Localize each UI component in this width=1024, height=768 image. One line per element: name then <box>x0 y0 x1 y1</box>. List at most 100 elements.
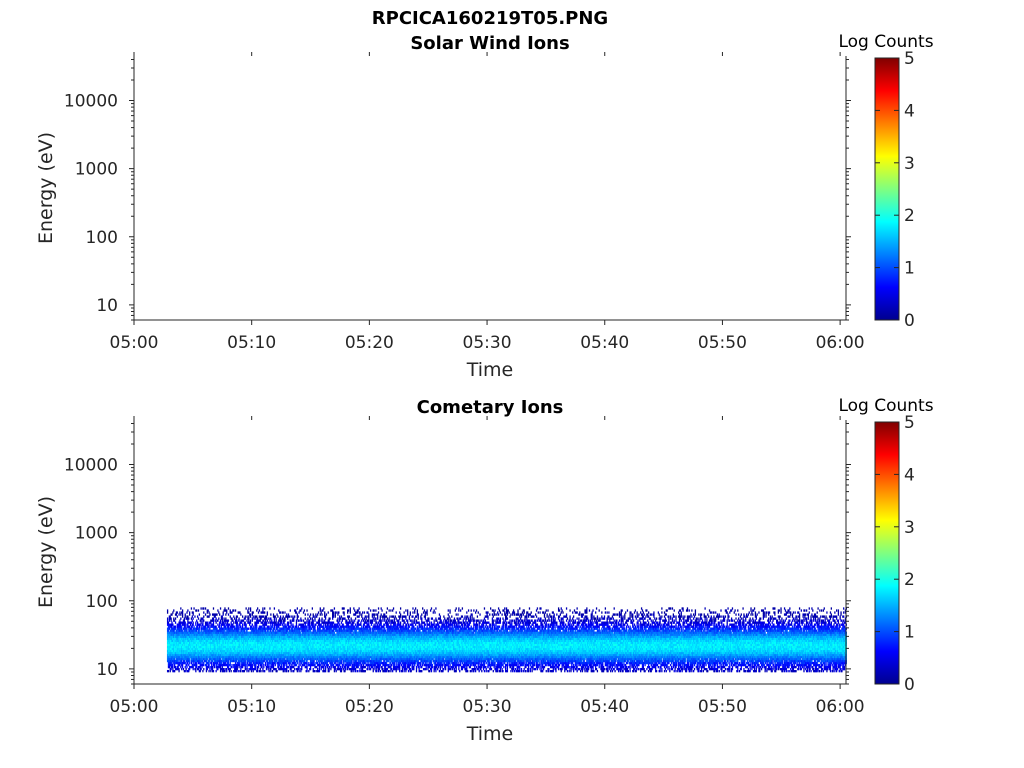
heatmap-cell <box>198 609 199 611</box>
heatmap-cell <box>262 607 263 609</box>
heatmap-cell <box>343 607 344 609</box>
heatmap-cell <box>350 664 351 666</box>
heatmap-cell <box>203 607 204 609</box>
heatmap-cell <box>282 617 283 619</box>
heatmap-cell <box>253 615 254 617</box>
heatmap-cell <box>177 615 178 617</box>
heatmap-cell <box>313 660 314 662</box>
heatmap-cell <box>185 668 186 670</box>
heatmap-cell <box>259 609 260 611</box>
heatmap-cell <box>291 664 292 666</box>
heatmap-cell <box>298 670 299 672</box>
heatmap-cell <box>175 617 176 619</box>
heatmap-cell <box>245 666 246 668</box>
heatmap-cell <box>300 632 301 634</box>
heatmap-cell <box>188 664 189 666</box>
heatmap-cell <box>320 613 321 615</box>
y-tick-label: 100 <box>86 228 118 248</box>
heatmap-cell <box>246 666 247 668</box>
heatmap-cell <box>285 624 286 626</box>
heatmap-cell <box>242 666 243 668</box>
heatmap-cell <box>182 630 183 632</box>
heatmap-cell <box>228 626 229 628</box>
heatmap-cell <box>343 662 344 664</box>
heatmap-cell <box>212 666 213 668</box>
heatmap-cell <box>234 626 235 628</box>
heatmap-cell <box>216 626 217 628</box>
heatmap-cell <box>292 624 293 626</box>
heatmap-cell <box>325 670 326 672</box>
heatmap-cell <box>321 619 322 621</box>
heatmap-cell <box>196 619 197 621</box>
colorbar-tick-label: 4 <box>904 101 915 121</box>
heatmap-cell <box>334 607 335 609</box>
heatmap-cell <box>297 662 298 664</box>
heatmap-cell <box>306 622 307 624</box>
heatmap-cell <box>313 668 314 670</box>
heatmap-cell <box>278 609 279 611</box>
heatmap-cell <box>225 622 226 624</box>
heatmap-cell <box>327 662 328 664</box>
heatmap-cell <box>289 615 290 617</box>
heatmap-cell <box>320 609 321 611</box>
heatmap-cell <box>236 617 237 619</box>
heatmap-cell <box>190 624 191 626</box>
heatmap-cell <box>321 668 322 670</box>
heatmap-cell <box>208 666 209 668</box>
heatmap-cell <box>286 613 287 615</box>
heatmap-cell <box>174 619 175 621</box>
heatmap-cell <box>317 662 318 664</box>
heatmap-cell <box>189 626 190 628</box>
heatmap-cell <box>182 609 183 611</box>
heatmap-cell <box>305 613 306 615</box>
heatmap-cell <box>345 666 346 668</box>
heatmap-cell <box>252 666 253 668</box>
heatmap-cell <box>206 660 207 662</box>
heatmap-cell <box>273 630 274 632</box>
heatmap-cell <box>179 664 180 666</box>
heatmap-cell <box>262 609 263 611</box>
heatmap-cell <box>222 615 223 617</box>
heatmap-cell <box>233 615 234 617</box>
heatmap-cell <box>335 615 336 617</box>
heatmap-cell <box>274 607 275 609</box>
heatmap-cell <box>209 613 210 615</box>
heatmap-cell <box>256 615 257 617</box>
heatmap-cell <box>276 658 277 660</box>
heatmap-cell <box>266 668 267 670</box>
heatmap-cell <box>281 666 282 668</box>
heatmap-cell <box>229 670 230 672</box>
heatmap-cell <box>251 670 252 672</box>
heatmap-cell <box>171 626 172 628</box>
heatmap-cell <box>289 628 290 630</box>
heatmap-cell <box>333 611 334 613</box>
heatmap-cell <box>200 668 201 670</box>
heatmap-cell <box>178 668 179 670</box>
heatmap-cell <box>319 617 320 619</box>
heatmap-cell <box>238 626 239 628</box>
heatmap-cell <box>231 666 232 668</box>
heatmap-cell <box>273 613 274 615</box>
heatmap-cell <box>178 660 179 662</box>
heatmap-cell <box>310 668 311 670</box>
heatmap-cell <box>195 668 196 670</box>
heatmap-cell <box>186 666 187 668</box>
heatmap-cell <box>185 626 186 628</box>
heatmap-cell <box>217 668 218 670</box>
heatmap-cell <box>247 662 248 664</box>
heatmap-cell <box>326 613 327 615</box>
heatmap-cell <box>194 615 195 617</box>
heatmap-cell <box>246 607 247 609</box>
heatmap-cell <box>256 609 257 611</box>
heatmap-cell <box>276 660 277 662</box>
heatmap-cell <box>300 664 301 666</box>
heatmap-cell <box>200 607 201 609</box>
heatmap-cell <box>271 619 272 621</box>
heatmap-cell <box>220 622 221 624</box>
heatmap-cell <box>344 662 345 664</box>
heatmap-cell <box>335 668 336 670</box>
heatmap-cell <box>325 624 326 626</box>
heatmap-cell <box>193 622 194 624</box>
heatmap-cell <box>337 617 338 619</box>
heatmap-cell <box>348 617 349 619</box>
